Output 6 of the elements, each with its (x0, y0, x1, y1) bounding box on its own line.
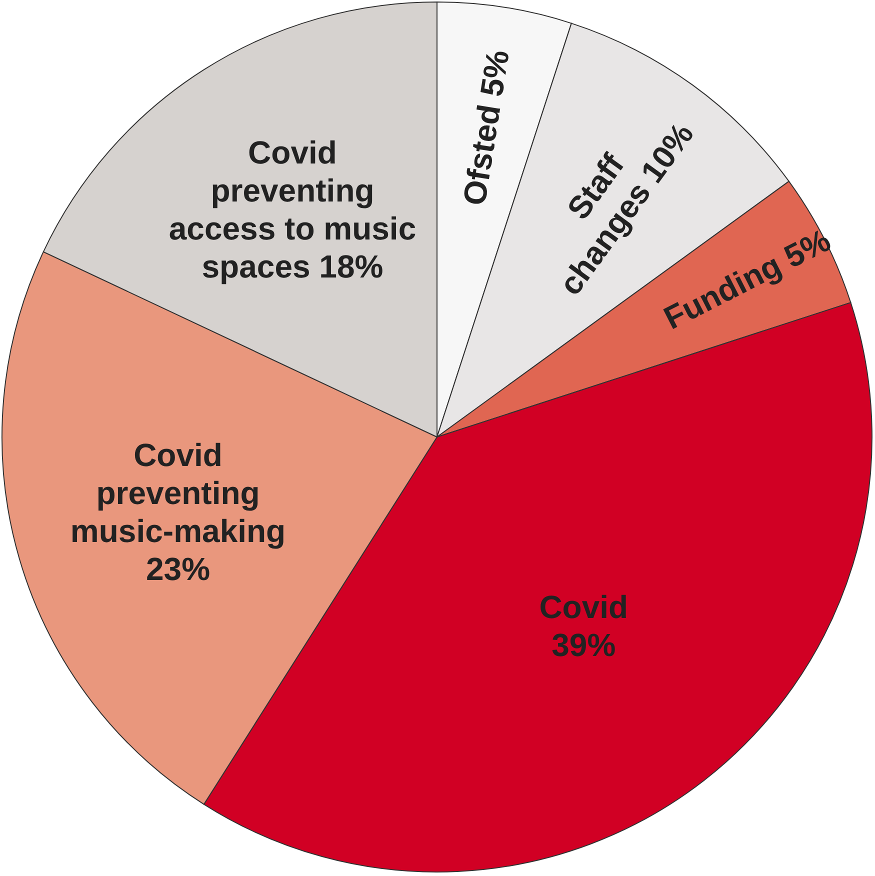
data-label: 39% (552, 627, 616, 664)
slice-label: Covid (539, 589, 628, 626)
slice-label: Covid preventing access to music spaces 18% (168, 134, 416, 284)
slice-label: Ofsted 5% (456, 48, 516, 208)
data-label: 23% (146, 551, 210, 588)
slice-label: Covid preventing music-making (70, 437, 286, 550)
